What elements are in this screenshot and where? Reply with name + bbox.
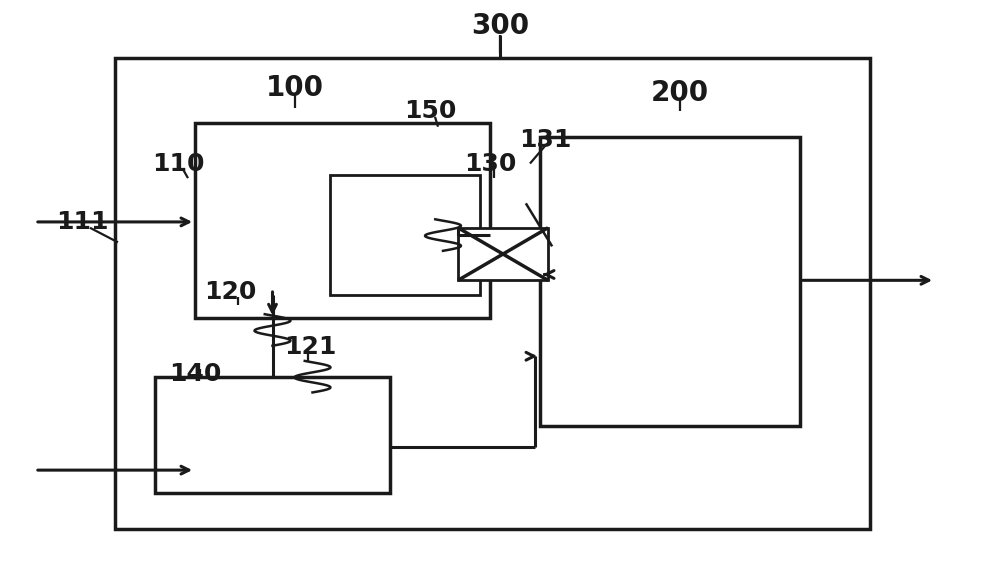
Text: 110: 110 [152,151,204,176]
Bar [155,377,390,493]
Text: 300: 300 [471,12,529,40]
Text: 131: 131 [519,128,571,152]
Text: 121: 121 [284,335,336,360]
Bar [540,137,800,426]
Bar [115,58,870,529]
Text: 100: 100 [266,74,324,102]
Bar [195,123,490,318]
Text: 140: 140 [169,361,221,386]
Bar [458,228,548,280]
Bar [330,175,480,295]
Text: 150: 150 [404,99,456,123]
Text: 111: 111 [56,210,108,234]
Text: 120: 120 [204,280,256,304]
Text: 200: 200 [651,79,709,107]
Text: 130: 130 [464,151,516,176]
